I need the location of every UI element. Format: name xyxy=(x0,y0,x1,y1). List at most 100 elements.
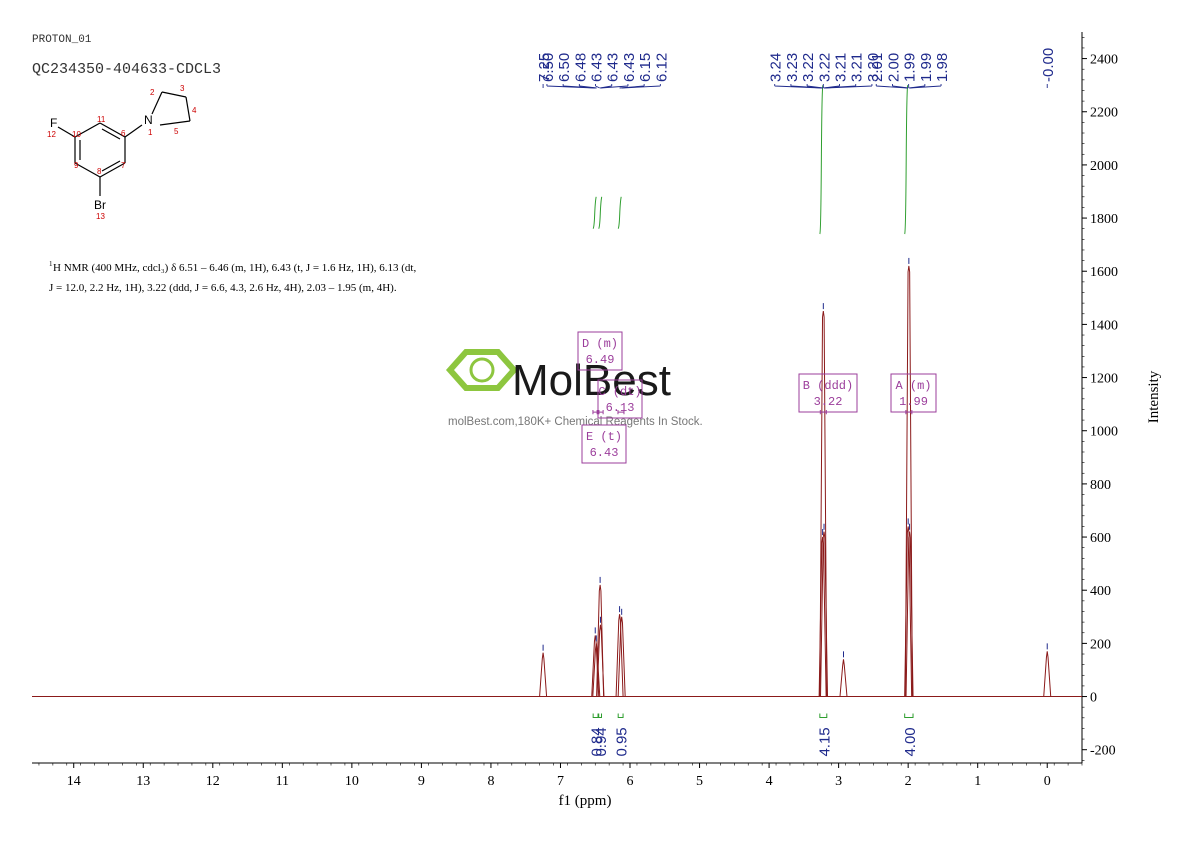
multiplet-boxes: D (m) 6.49 C (dt) 6.13 E (t) 6.43 B (ddd) 3.22 A… xyxy=(577,331,937,464)
molecule-bonds xyxy=(57,91,191,196)
x-tick-label: 13 xyxy=(136,774,150,789)
x-tick-label: 7 xyxy=(557,774,564,789)
x-axis-label: f1 (ppm) xyxy=(559,793,612,809)
peak-label: 3.23 xyxy=(784,53,801,82)
spectrum-peak xyxy=(839,659,848,697)
integral-curve xyxy=(598,196,603,229)
x-tick-label: 11 xyxy=(276,774,289,789)
peak-label-connector xyxy=(595,84,600,89)
multiplet-shift: 1.99 xyxy=(899,395,928,409)
integral-bracket xyxy=(904,713,914,719)
spectrum-peak xyxy=(596,584,605,697)
multiplet-name: E (t) xyxy=(586,430,622,444)
y-tick-label: 1400 xyxy=(1090,318,1118,333)
molbest-watermark: MolBest molBest.com,180K+ Chemical Reage… xyxy=(445,349,703,428)
nmr-description-superscript: 1 xyxy=(49,260,53,268)
multiplet-range-marker xyxy=(617,409,625,415)
spectrum-peak xyxy=(615,614,624,697)
y-tick-label: 600 xyxy=(1090,531,1111,546)
atom-number-9: 9 xyxy=(74,161,79,170)
integral-bracket xyxy=(819,713,828,719)
y-tick-label: -200 xyxy=(1090,744,1116,759)
spectrum-peak xyxy=(1043,651,1052,697)
integral-curves xyxy=(592,85,909,235)
y-tick-label: 1800 xyxy=(1090,212,1118,227)
multiplet-box-frame xyxy=(577,331,623,371)
y-tick-label: 1000 xyxy=(1090,425,1118,440)
y-tick-label: 200 xyxy=(1090,637,1111,652)
multiplet-shift: 3.22 xyxy=(814,395,843,409)
atom-fluorine: F xyxy=(50,116,57,130)
x-tick-label: 2 xyxy=(905,774,912,789)
peak-label: -0.00 xyxy=(1040,48,1057,82)
integral-curve xyxy=(904,85,909,235)
peak-label-connector xyxy=(806,84,824,89)
peak-label: 1.99 xyxy=(918,53,935,82)
x-tick-label: 5 xyxy=(696,774,703,789)
peak-label-connector xyxy=(891,84,909,89)
peak-label: 6.43 xyxy=(589,53,606,82)
peak-label: 6.48 xyxy=(572,53,589,82)
y-tick-label: 400 xyxy=(1090,584,1111,599)
atom-bromine: Br xyxy=(94,198,106,212)
y-tick-label: 800 xyxy=(1090,478,1111,493)
y-tick-label: 2000 xyxy=(1090,159,1118,174)
atom-number-10: 10 xyxy=(72,130,81,139)
spectrum-peak xyxy=(596,624,605,697)
multiplet-box-e: E (t) 6.43 xyxy=(581,409,627,464)
atom-number-12: 12 xyxy=(47,130,56,139)
peak-label: 6.50 xyxy=(556,53,573,82)
spectrum-peak xyxy=(820,531,829,697)
peak-label: 2.00 xyxy=(885,53,902,82)
sample-label: QC234350-404633-CDCL3 xyxy=(32,61,221,78)
atom-nitrogen: N xyxy=(144,113,153,127)
atom-number-6: 6 xyxy=(121,129,126,138)
spectrum-peak xyxy=(539,652,548,697)
multiplet-box-a: A (m) 1.99 xyxy=(890,373,937,415)
x-tick-label: 3 xyxy=(835,774,842,789)
multiplet-range-marker xyxy=(596,409,604,415)
molbest-tagline: molBest.com,180K+ Chemical Reagents In S… xyxy=(448,416,703,428)
atom-number-5: 5 xyxy=(174,127,179,136)
x-tick-label: 10 xyxy=(345,774,359,789)
nmr-description-line1: H NMR (400 MHz, cdcl₃) δ 6.51 – 6.46 (m,… xyxy=(53,262,416,274)
integral-bracket xyxy=(617,713,624,719)
peak-label: 3.21 xyxy=(849,53,866,82)
multiplet-box-frame xyxy=(798,373,858,413)
peak-label: 6.15 xyxy=(637,53,654,82)
integral-value: 4.15 xyxy=(816,727,833,756)
integral-value: 4.00 xyxy=(902,727,919,756)
integral-bracket xyxy=(598,713,603,719)
multiplet-name: A (m) xyxy=(895,379,931,393)
multiplet-range-marker xyxy=(905,409,913,415)
y-axis-label: Intensity xyxy=(1146,370,1162,423)
integral-curve xyxy=(617,196,622,229)
peak-label: 6.43 xyxy=(605,53,622,82)
atom-number-11: 11 xyxy=(97,115,106,124)
peak-label-connector xyxy=(824,84,873,89)
multiplet-shift: 6.43 xyxy=(590,446,619,460)
peak-label: 3.24 xyxy=(768,53,785,82)
nmr-description: 1 H NMR (400 MHz, cdcl₃) δ 6.51 – 6.46 (… xyxy=(49,260,416,294)
multiplet-box-frame xyxy=(597,379,643,419)
spectrum-trace xyxy=(32,257,1082,698)
multiplet-box-frame xyxy=(581,424,627,464)
peak-label: 1.98 xyxy=(934,53,951,82)
atom-number-13: 13 xyxy=(96,212,105,221)
molecule-structure: F 12 Br 13 N 1 2 3 4 5 6 7 8 9 10 11 xyxy=(47,84,197,221)
peak-label: 3.20 xyxy=(865,53,882,82)
y-tick-label: 2200 xyxy=(1090,106,1118,121)
molbest-brand: MolBest xyxy=(512,356,671,405)
spectrum-peak xyxy=(905,531,914,697)
multiplet-box-frame xyxy=(890,373,937,413)
x-tick-label: 6 xyxy=(627,774,634,789)
peak-label: 6.43 xyxy=(621,53,638,82)
integral-labels: 0.840.94 0.95 4.15 4.00 xyxy=(589,713,919,757)
multiplet-name: D (m) xyxy=(582,337,618,351)
multiplet-range-marker xyxy=(819,409,827,415)
y-tick-label: 1200 xyxy=(1090,372,1118,387)
integral-value: 0.84 xyxy=(589,727,606,756)
integral-curve xyxy=(592,196,597,229)
atom-number-2: 2 xyxy=(150,88,155,97)
experiment-label: PROTON_01 xyxy=(32,34,92,46)
